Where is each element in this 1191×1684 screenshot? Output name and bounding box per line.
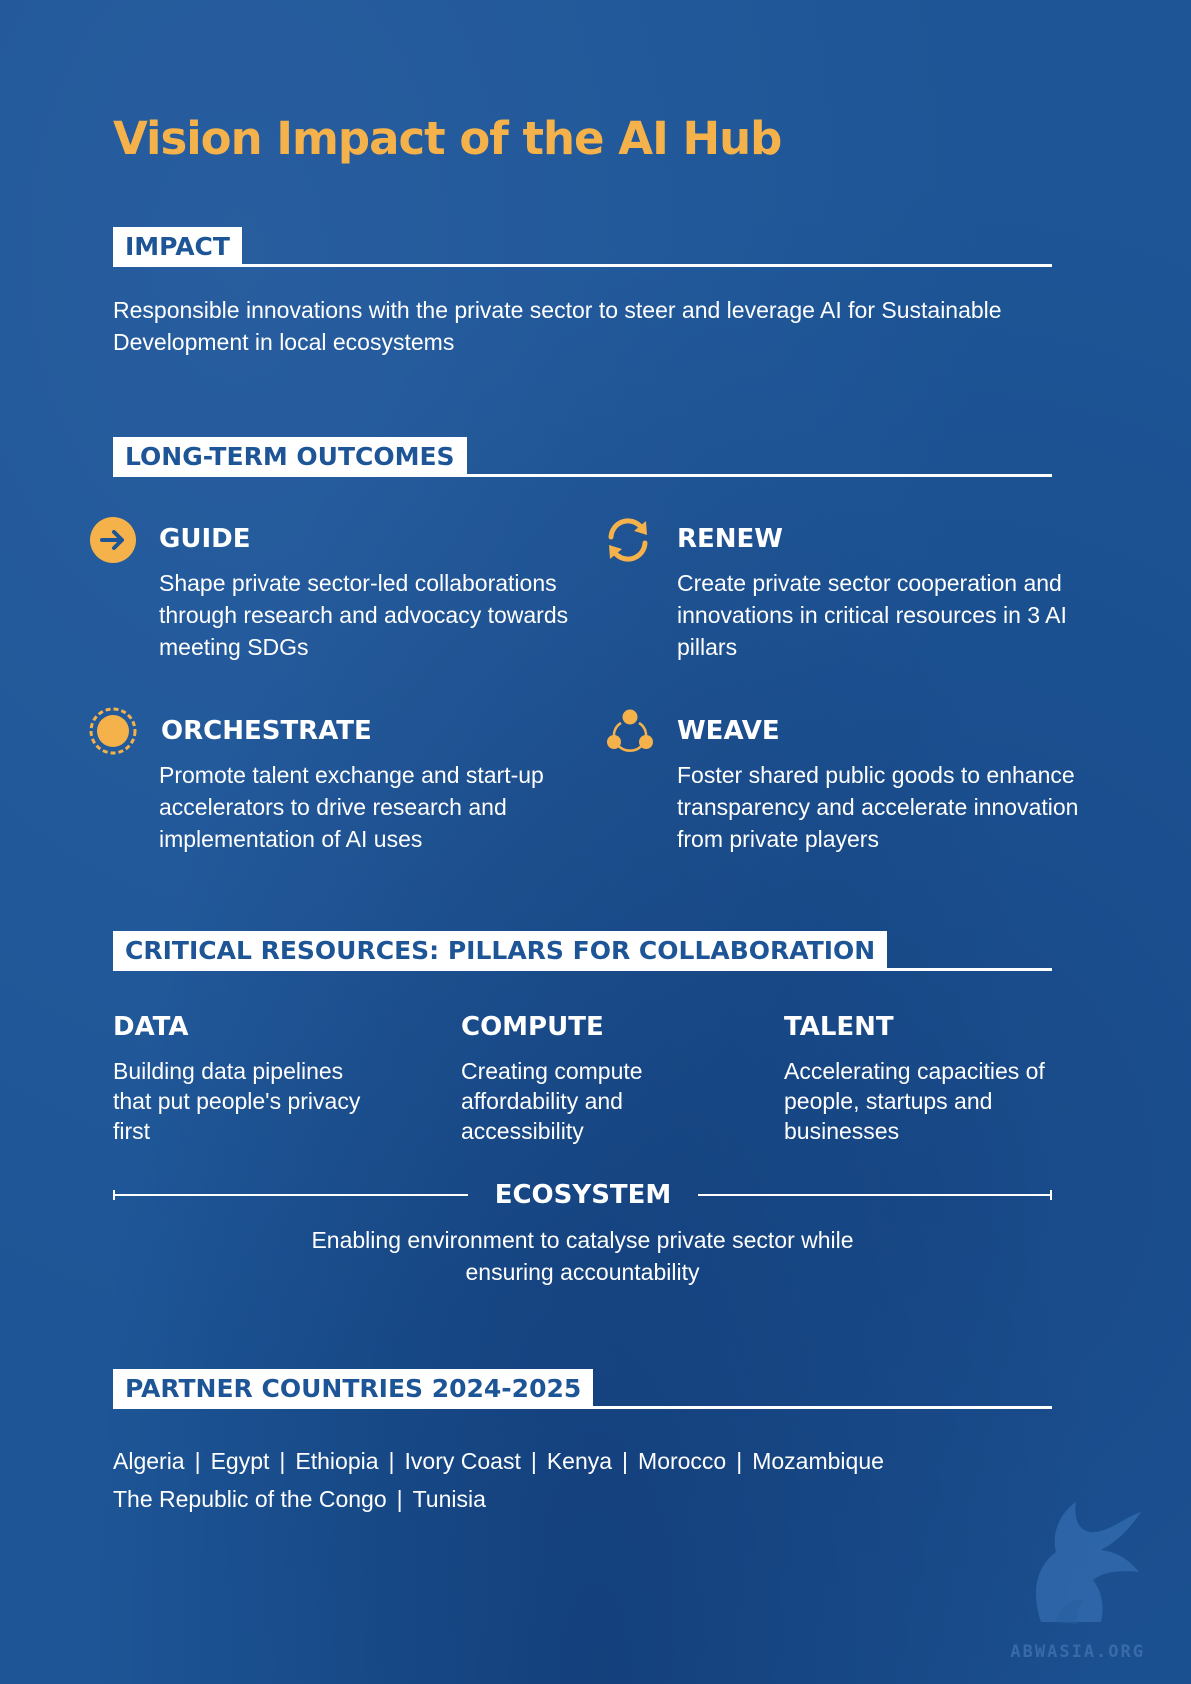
section-rule — [113, 474, 1052, 477]
country-name: Ivory Coast — [404, 1448, 521, 1474]
pillar-text-compute: Creating compute affordability and acces… — [461, 1058, 643, 1144]
country-name: Algeria — [113, 1448, 185, 1474]
country-name: Tunisia — [412, 1486, 486, 1512]
page-title: Vision Impact of the AI Hub — [113, 112, 782, 165]
section-header-pillars: CRITICAL RESOURCES: PILLARS FOR COLLABOR… — [113, 931, 1052, 971]
ecosystem-title: ECOSYSTEM — [494, 1180, 672, 1210]
section-label: CRITICAL RESOURCES: PILLARS FOR COLLABOR… — [113, 931, 888, 971]
three-nodes-network-icon — [607, 709, 653, 752]
outcome-text-renew: Create private sector cooperation and in… — [677, 570, 1067, 660]
pillar-title-data: DATA — [113, 1012, 189, 1042]
refresh-cycle-icon — [608, 518, 648, 562]
country-list: Algeria | Egypt | Ethiopia | Ivory Coast | Kenya… — [113, 1442, 884, 1518]
section-header-partners: PARTNER COUNTRIES 2024-2025 — [113, 1369, 1052, 1409]
section-label: PARTNER COUNTRIES 2024-2025 — [113, 1369, 594, 1409]
outcome-text-guide: Shape private sector-led collaborations … — [159, 570, 569, 660]
country-separator: | — [622, 1448, 629, 1474]
country-name: Morocco — [638, 1448, 727, 1474]
watermark-text: ABWASIA.ORG — [1010, 1642, 1145, 1662]
ecosystem-rule-right — [698, 1194, 1052, 1196]
pillar-text-data: Building data pipelines that put people'… — [113, 1058, 361, 1144]
impact-text: Responsible innovations with the private… — [113, 297, 1002, 355]
section-rule — [113, 264, 1052, 267]
section-header-outcomes: LONG-TERM OUTCOMES — [113, 437, 1052, 477]
sun-dotted-circle-icon — [89, 707, 137, 755]
section-label: LONG-TERM OUTCOMES — [113, 437, 467, 477]
country-name: Mozambique — [752, 1448, 884, 1474]
country-separator: | — [194, 1448, 201, 1474]
ecosystem-text: Enabling environment to catalyse private… — [311, 1227, 854, 1285]
pillar-title-talent: TALENT — [784, 1012, 894, 1042]
country-separator: | — [530, 1448, 537, 1474]
country-name: Egypt — [210, 1448, 270, 1474]
eagle-logo-icon — [1036, 1502, 1141, 1624]
country-separator: | — [396, 1486, 403, 1512]
outcome-title-guide: GUIDE — [159, 524, 251, 554]
ecosystem-rule-left — [113, 1194, 468, 1196]
ecosystem-rule-tick — [1050, 1190, 1052, 1200]
outcome-title-weave: WEAVE — [677, 716, 780, 746]
watermark: ABWASIA.ORG — [1001, 1472, 1151, 1662]
country-separator: | — [279, 1448, 286, 1474]
section-header-impact: IMPACT — [113, 227, 1052, 267]
arrow-right-circle-icon — [90, 517, 136, 563]
country-separator: | — [388, 1448, 395, 1474]
pillar-text-talent: Accelerating capacities of people, start… — [784, 1058, 1045, 1144]
outcome-title-orchestrate: ORCHESTRATE — [161, 716, 372, 746]
pillar-title-compute: COMPUTE — [461, 1012, 604, 1042]
country-separator: | — [736, 1448, 743, 1474]
outcome-title-renew: RENEW — [677, 524, 783, 554]
section-label: IMPACT — [113, 227, 242, 267]
country-name: The Republic of the Congo — [113, 1486, 387, 1512]
country-list-row: Algeria | Egypt | Ethiopia | Ivory Coast | Kenya… — [113, 1442, 884, 1480]
outcome-text-weave: Foster shared public goods to enhance tr… — [677, 762, 1079, 852]
country-name: Ethiopia — [295, 1448, 379, 1474]
country-list-row: The Republic of the Congo | Tunisia — [113, 1480, 884, 1518]
outcome-text-orchestrate: Promote talent exchange and start-up acc… — [159, 762, 544, 852]
country-name: Kenya — [546, 1448, 613, 1474]
